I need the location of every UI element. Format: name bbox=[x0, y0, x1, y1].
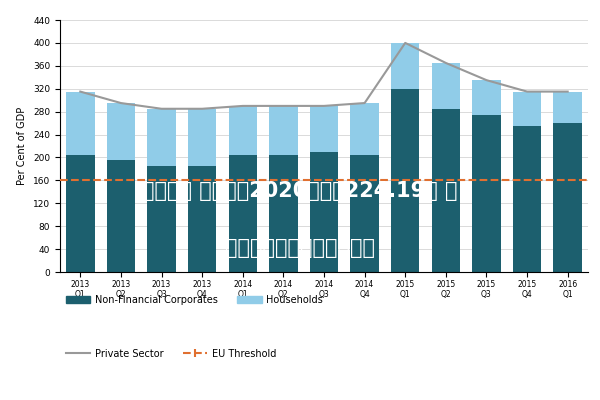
Bar bbox=[269, 106, 298, 154]
Bar bbox=[431, 109, 460, 272]
Bar bbox=[310, 106, 338, 152]
Bar bbox=[310, 152, 338, 272]
Bar bbox=[513, 126, 541, 272]
Bar bbox=[148, 166, 176, 272]
Bar bbox=[229, 154, 257, 272]
Bar bbox=[66, 92, 95, 154]
Bar bbox=[350, 103, 379, 154]
Bar bbox=[513, 92, 541, 126]
Bar bbox=[188, 166, 217, 272]
Bar bbox=[66, 154, 95, 272]
Bar bbox=[472, 114, 500, 272]
Legend: Private Sector, EU Threshold: Private Sector, EU Threshold bbox=[62, 345, 280, 363]
Bar bbox=[107, 103, 135, 160]
Bar bbox=[148, 109, 176, 166]
Text: 配资机构 上亿传娉2020年产损224.19万 植: 配资机构 上亿传娉2020年产损224.19万 植 bbox=[142, 182, 458, 202]
Y-axis label: Per Cent of GDP: Per Cent of GDP bbox=[17, 107, 28, 185]
Bar bbox=[188, 109, 217, 166]
Text: 入广告项目完成、收入增加: 入广告项目完成、收入增加 bbox=[225, 238, 375, 258]
Bar bbox=[553, 92, 582, 123]
Bar bbox=[107, 160, 135, 272]
Bar bbox=[472, 80, 500, 114]
Bar bbox=[229, 106, 257, 154]
Bar bbox=[269, 154, 298, 272]
Bar bbox=[350, 154, 379, 272]
Bar bbox=[391, 43, 419, 89]
Bar bbox=[391, 89, 419, 272]
Bar bbox=[431, 63, 460, 109]
Bar bbox=[553, 123, 582, 272]
